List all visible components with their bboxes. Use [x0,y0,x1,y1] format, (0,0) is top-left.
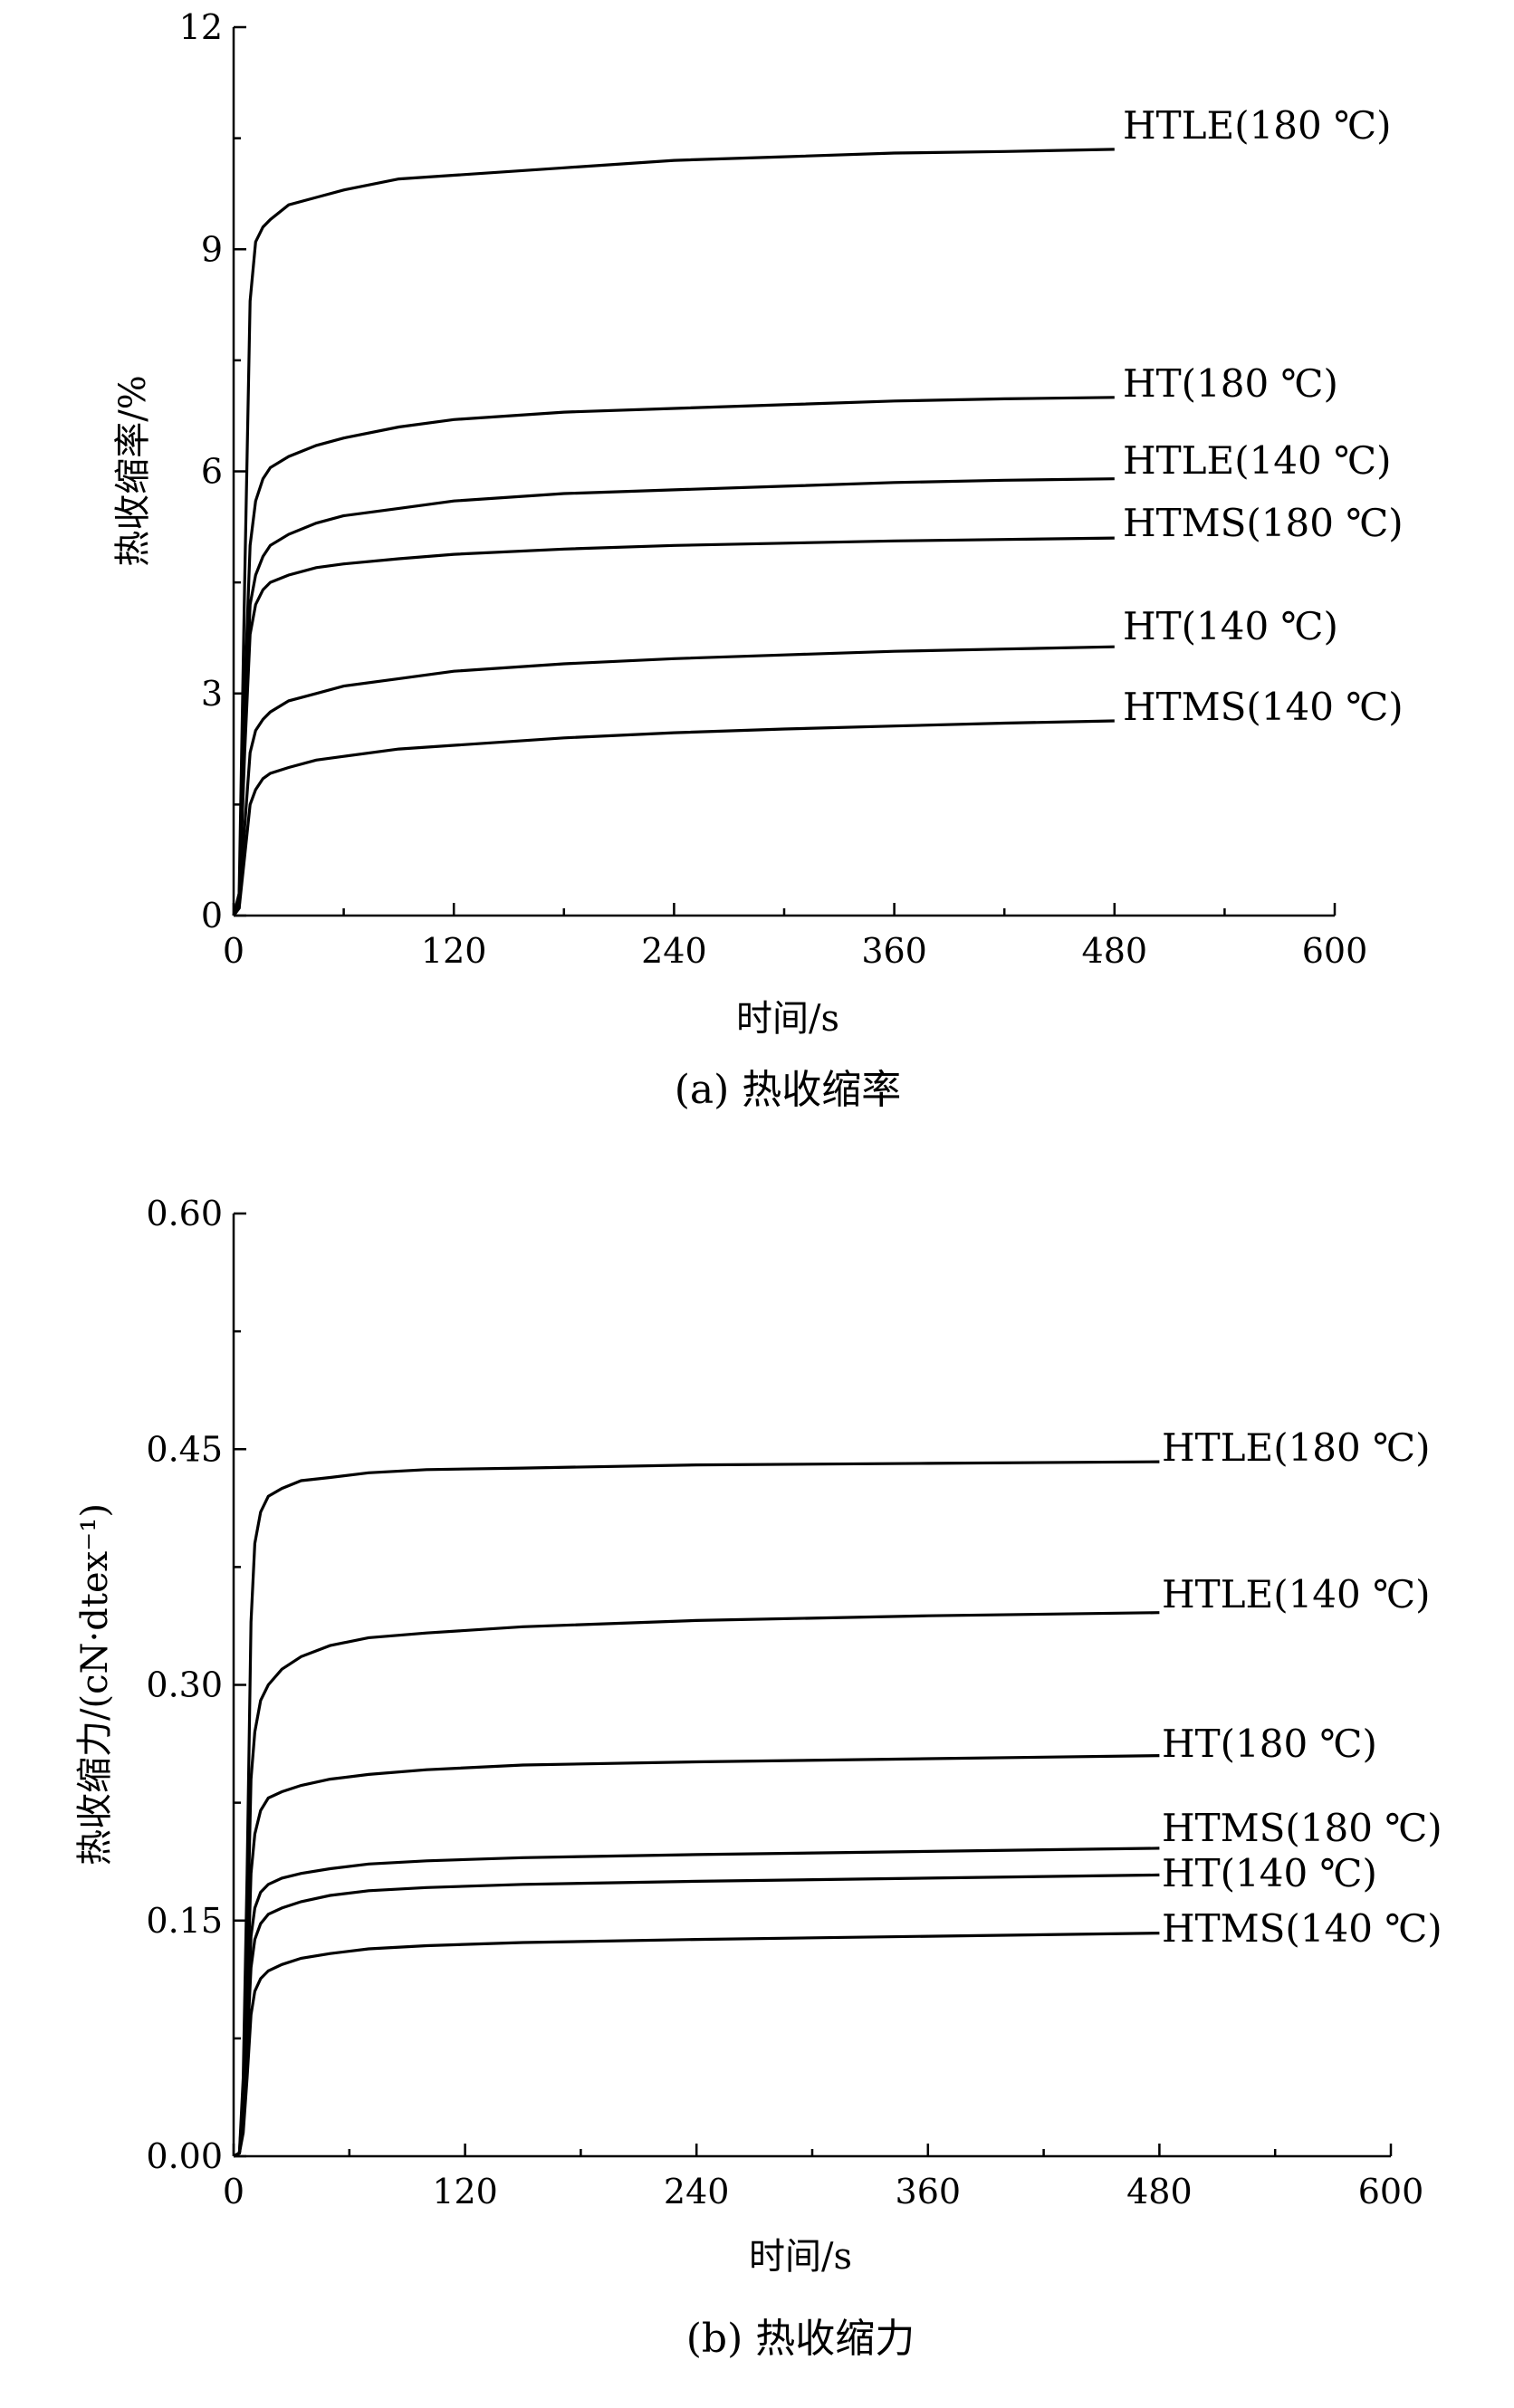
series-line [232,719,1115,916]
series-line [233,1847,1160,2158]
y-tick-label: 0.00 [146,2136,223,2176]
series-line [232,396,1115,916]
y-axis-title: 热收缩率/% [112,375,154,566]
series-line [233,1460,1160,2158]
series-label: HT(140 ℃) [1123,604,1338,648]
y-tick-label: 12 [179,7,223,47]
x-tick-label: 600 [1302,931,1368,971]
y-tick-label: 0.45 [146,1429,223,1469]
x-tick-label: 600 [1358,2172,1424,2211]
series-label: HTMS(180 ℃) [1123,501,1404,545]
x-tick-label: 240 [641,931,707,971]
series-label: HT(180 ℃) [1123,361,1338,406]
y-tick-label: 0.15 [146,1901,223,1941]
series-line [232,148,1115,916]
series-line [233,1611,1160,2158]
series-line [233,1754,1160,2158]
y-axis-title: 热收缩力/(cN·dtex⁻¹) [74,1503,116,1866]
y-tick-label: 0.30 [146,1665,223,1705]
figure-caption: (b) 热收缩力 [686,2316,915,2362]
series-label: HT(180 ℃) [1162,1722,1377,1766]
series-line [233,1932,1160,2158]
series-line [232,645,1115,916]
x-tick-label: 360 [896,2172,962,2211]
y-tick-label: 0 [201,896,223,935]
x-tick-label: 480 [1126,2172,1193,2211]
y-tick-label: 9 [201,229,223,269]
series-label: HTLE(180 ℃) [1123,103,1391,148]
x-axis-title: 时间/s [736,998,839,1040]
series-line [232,536,1115,916]
y-tick-label: 3 [201,674,223,714]
series-label: HT(140 ℃) [1162,1851,1377,1895]
series-label: HTMS(140 ℃) [1162,1906,1442,1951]
y-tick-label: 6 [201,452,223,492]
series-label: HTLE(140 ℃) [1123,438,1391,483]
series-label: HTLE(180 ℃) [1162,1425,1430,1470]
x-tick-label: 120 [432,2172,498,2211]
x-tick-label: 0 [223,2172,244,2211]
figure-caption: (a) 热收缩率 [675,1067,902,1113]
x-tick-label: 360 [861,931,927,971]
x-tick-label: 480 [1082,931,1148,971]
x-tick-label: 240 [664,2172,730,2211]
series-label: HTLE(140 ℃) [1162,1572,1430,1617]
x-axis-title: 时间/s [749,2236,852,2278]
series-label: HTMS(140 ℃) [1123,685,1404,729]
x-tick-label: 120 [421,931,487,971]
y-tick-label: 0.60 [146,1194,223,1233]
x-tick-label: 0 [223,931,244,971]
series-label: HTMS(180 ℃) [1162,1806,1442,1850]
series-line [233,1873,1160,2158]
series-line [232,477,1115,916]
